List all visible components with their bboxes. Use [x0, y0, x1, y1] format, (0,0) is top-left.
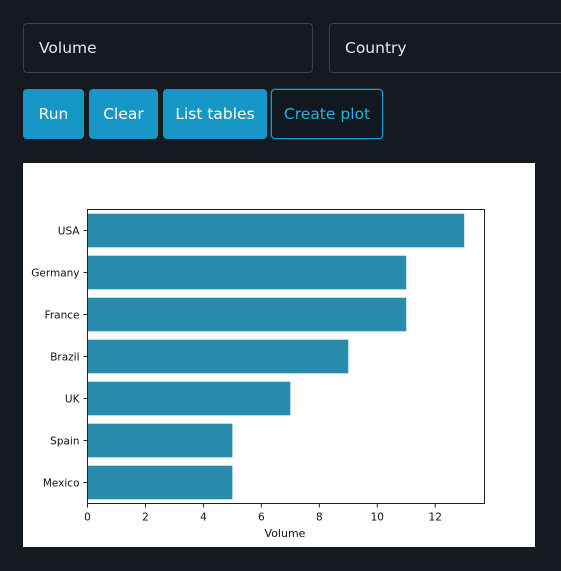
- y-tick-label: Germany: [31, 268, 79, 280]
- x-tick-label: 6: [258, 512, 265, 524]
- x-tick-label: 12: [429, 512, 442, 524]
- y-column-input[interactable]: Country: [329, 23, 561, 73]
- create-plot-button[interactable]: Create plot: [271, 89, 383, 139]
- y-tick-label: Brazil: [50, 352, 79, 364]
- list-tables-button[interactable]: List tables: [163, 89, 267, 139]
- x-tick-label: 10: [371, 512, 384, 524]
- run-button[interactable]: Run: [23, 89, 84, 139]
- x-tick-label: 2: [142, 512, 149, 524]
- x-axis-label: Volume: [265, 527, 306, 540]
- x-column-input[interactable]: Volume: [23, 23, 313, 73]
- x-tick-label: 0: [84, 512, 91, 524]
- chart-bars: [87, 213, 465, 500]
- y-axis-ticks: USA Germany France Brazil UK Spain Mexico: [31, 226, 88, 490]
- x-tick-label: 8: [316, 512, 323, 524]
- bar-brazil: [87, 339, 349, 374]
- bar-france: [87, 297, 407, 332]
- y-tick-label: Mexico: [43, 478, 80, 490]
- clear-button[interactable]: Clear: [89, 89, 158, 139]
- plot-image: USA Germany France Brazil UK Spain Mexico 0 2 4 6…: [23, 163, 535, 547]
- bar-usa: [87, 213, 465, 248]
- bar-chart: USA Germany France Brazil UK Spain Mexico 0 2 4 6…: [31, 209, 485, 540]
- y-tick-label: UK: [65, 394, 81, 406]
- y-tick-label: Spain: [50, 436, 79, 448]
- y-tick-label: USA: [58, 226, 81, 238]
- bar-mexico: [87, 465, 233, 500]
- bar-uk: [87, 381, 291, 416]
- bar-spain: [87, 423, 233, 458]
- x-tick-label: 4: [200, 512, 207, 524]
- y-tick-label: France: [45, 310, 80, 322]
- x-axis-ticks: 0 2 4 6 8 10 12: [84, 503, 442, 524]
- bar-germany: [87, 255, 407, 290]
